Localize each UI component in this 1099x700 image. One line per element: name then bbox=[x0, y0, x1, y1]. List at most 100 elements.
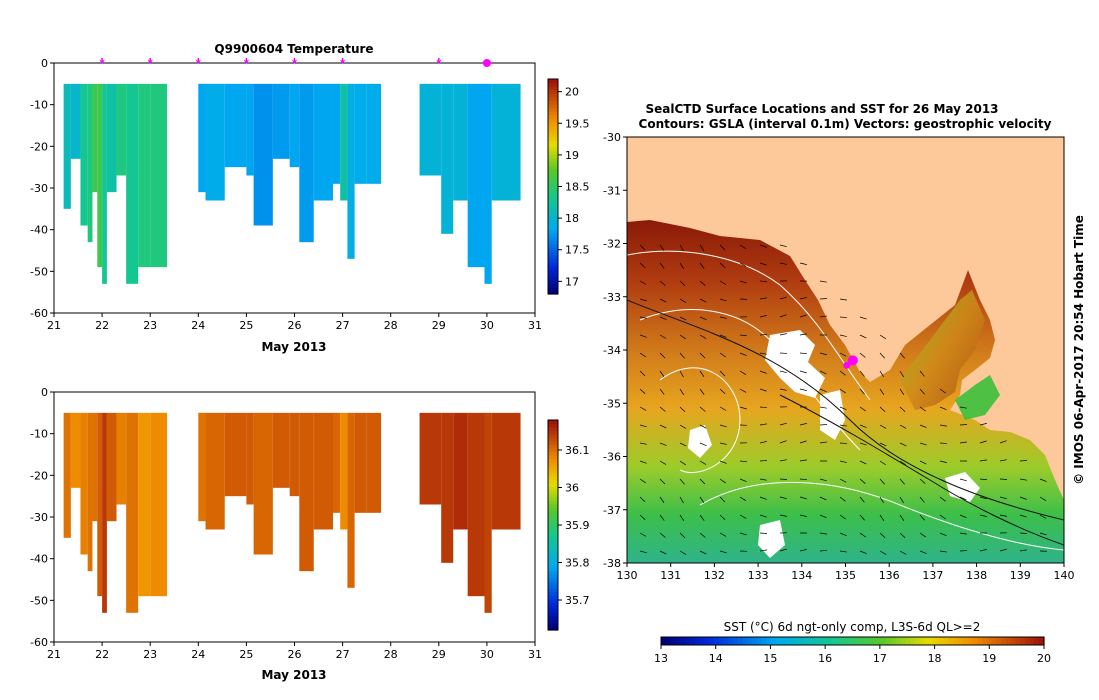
vector-arrow bbox=[679, 316, 687, 321]
vector-arrow bbox=[879, 370, 884, 378]
vector-arrow bbox=[959, 406, 967, 409]
colorbar-segment bbox=[548, 521, 558, 526]
profile-marker-head bbox=[243, 59, 249, 64]
colorbar-segment bbox=[548, 222, 558, 227]
vector-arrow bbox=[879, 388, 885, 396]
vector-arrow bbox=[679, 424, 687, 429]
vector-arrow bbox=[779, 314, 787, 318]
profile-cell bbox=[491, 83, 521, 201]
x-tick-label: 31 bbox=[528, 319, 542, 332]
colorbar-segment bbox=[548, 279, 558, 284]
sst-colorbar-segment bbox=[986, 637, 992, 645]
gulf-st-vincent bbox=[955, 375, 1000, 420]
sst-colorbar-segment bbox=[943, 637, 949, 645]
y-tick-label: -50 bbox=[30, 594, 48, 607]
colorbar-segment bbox=[548, 584, 558, 589]
colorbar-tick-label: 35.9 bbox=[565, 519, 590, 532]
vector-arrow bbox=[719, 550, 727, 554]
vector-arrow bbox=[739, 370, 747, 375]
vector-arrow bbox=[719, 370, 726, 377]
profile-cell bbox=[92, 83, 98, 193]
x-tick-label: 23 bbox=[143, 648, 157, 661]
vector-arrow bbox=[699, 514, 705, 521]
sst-colorbar-tick-label: 14 bbox=[709, 652, 723, 665]
colorbar-segment bbox=[548, 504, 558, 509]
profile-cell bbox=[97, 412, 103, 597]
vector-arrow bbox=[699, 460, 707, 465]
vector-arrow bbox=[819, 532, 827, 535]
vector-arrow bbox=[839, 352, 847, 357]
colorbar-segment bbox=[548, 525, 558, 530]
sst-colorbar-segment bbox=[905, 637, 911, 645]
vector-arrow bbox=[739, 478, 747, 482]
sst-colorbar: 13 14 15 16 17 18 19 20 bbox=[654, 636, 1051, 665]
vector-arrow bbox=[819, 370, 827, 375]
colorbar-segment bbox=[548, 125, 558, 130]
colorbar-segment bbox=[548, 172, 558, 177]
sst-colorbar-tick-label: 19 bbox=[982, 652, 996, 665]
sst-colorbar-segment bbox=[809, 637, 815, 645]
colorbar-segment bbox=[548, 563, 558, 568]
map-y-tick-label: -35 bbox=[603, 397, 621, 410]
vector-arrow bbox=[719, 388, 726, 395]
sst-colorbar-segment bbox=[929, 637, 935, 645]
vector-arrow bbox=[999, 548, 1007, 552]
profile-cell bbox=[102, 412, 107, 613]
vector-arrow bbox=[839, 460, 847, 463]
vector-arrow bbox=[919, 370, 925, 377]
vector-arrow bbox=[679, 388, 685, 396]
colorbar-segment bbox=[548, 114, 558, 120]
vector-arrow bbox=[979, 549, 987, 552]
profile-cell bbox=[467, 412, 485, 597]
vector-arrow bbox=[919, 514, 925, 521]
profile-cell bbox=[63, 412, 71, 538]
cloud-gap bbox=[820, 390, 845, 440]
sst-colorbar-segment bbox=[1020, 637, 1026, 645]
map-y-tick-label: -36 bbox=[603, 451, 621, 464]
vector-arrow bbox=[639, 478, 646, 484]
colorbar-segment bbox=[548, 486, 558, 491]
vector-arrow bbox=[699, 442, 707, 446]
colorbar-segment bbox=[548, 218, 558, 223]
x-tick-label: 28 bbox=[384, 319, 398, 332]
sst-colorbar-segment bbox=[871, 637, 878, 645]
y-tick-label: -60 bbox=[30, 636, 48, 649]
map-y-tick-label: -38 bbox=[603, 557, 621, 570]
vector-arrow bbox=[899, 442, 907, 447]
sst-colorbar-segment bbox=[852, 637, 858, 645]
sst-colorbar-segment bbox=[804, 637, 811, 645]
colorbar-segment bbox=[548, 430, 558, 435]
colorbar-segment bbox=[548, 190, 558, 195]
profile-cell bbox=[299, 412, 314, 572]
colorbar-segment bbox=[548, 193, 558, 198]
salinity-section-plot: 21 22 23 24 25 26 27 28 29 30 31 0 -10 -20 -30 -40 -50 -6… bbox=[30, 386, 542, 661]
vector-arrow bbox=[799, 297, 807, 300]
colorbar-segment bbox=[548, 168, 558, 173]
vector-arrow bbox=[859, 370, 865, 377]
vector-arrow bbox=[899, 388, 905, 396]
map-x-tick-label: 134 bbox=[791, 569, 812, 582]
colorbar-segment bbox=[548, 616, 558, 621]
vector-arrow bbox=[919, 496, 925, 503]
colorbar-segment bbox=[548, 93, 558, 98]
vector-arrow bbox=[859, 442, 867, 446]
colorbar-tick-label: 35.7 bbox=[565, 594, 590, 607]
vector-arrow bbox=[759, 406, 768, 408]
x-tick-label: 22 bbox=[95, 648, 109, 661]
vector-arrow bbox=[939, 388, 946, 394]
vector-arrow bbox=[679, 244, 684, 252]
vector-arrow bbox=[1019, 460, 1028, 462]
profile-cell bbox=[253, 83, 273, 226]
vector-arrow bbox=[1039, 514, 1047, 519]
vector-arrow bbox=[759, 496, 767, 500]
sst-colorbar-segment bbox=[857, 637, 863, 645]
profile-marker-head bbox=[340, 59, 346, 64]
x-tick-label: 30 bbox=[480, 319, 494, 332]
vector-arrow bbox=[779, 262, 787, 265]
sst-colorbar-segment bbox=[881, 637, 887, 645]
vector-arrow bbox=[939, 532, 947, 537]
sst-colorbar-segment bbox=[742, 637, 748, 645]
vector-arrow bbox=[779, 548, 787, 552]
sst-colorbar-segment bbox=[780, 637, 787, 645]
vector-arrow bbox=[939, 460, 947, 463]
